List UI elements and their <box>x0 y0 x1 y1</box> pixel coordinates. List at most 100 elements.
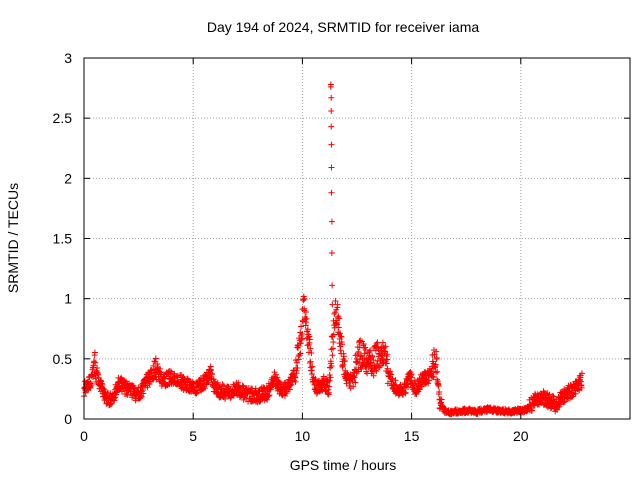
data-point <box>360 341 367 348</box>
data-point <box>266 392 273 399</box>
data-point <box>235 379 242 386</box>
x-tick-label: 15 <box>404 428 420 444</box>
data-point <box>352 379 359 386</box>
data-point <box>140 390 147 397</box>
data-point <box>402 389 409 396</box>
data-point <box>433 348 440 355</box>
data-point <box>306 333 313 340</box>
data-point <box>307 358 314 365</box>
data-point <box>287 382 294 389</box>
data-point <box>328 360 335 367</box>
data-point <box>327 83 334 90</box>
data-point <box>101 386 108 393</box>
data-point <box>325 389 332 396</box>
x-tick-label: 10 <box>295 428 311 444</box>
data-point <box>350 383 357 390</box>
data-point <box>312 375 319 382</box>
data-point <box>373 340 380 347</box>
data-point <box>324 390 331 397</box>
data-point <box>288 381 295 388</box>
data-point <box>381 344 388 351</box>
data-point <box>576 378 583 385</box>
data-point <box>326 377 333 384</box>
data-point <box>179 380 186 387</box>
data-point <box>329 301 336 308</box>
data-point <box>328 164 335 171</box>
data-point <box>317 386 324 393</box>
data-point <box>328 189 335 196</box>
data-point <box>384 351 391 358</box>
data-point <box>311 377 318 384</box>
data-point <box>430 373 437 380</box>
y-tick-label: 3 <box>64 50 72 66</box>
data-point <box>328 123 335 130</box>
data-point <box>325 378 332 385</box>
data-point <box>392 377 399 384</box>
data-point <box>389 375 396 382</box>
data-point <box>306 336 313 343</box>
data-point <box>549 392 556 399</box>
data-point <box>336 315 343 322</box>
data-point <box>123 391 130 398</box>
data-point <box>337 347 344 354</box>
data-point <box>351 374 358 381</box>
data-point <box>88 381 95 388</box>
data-point <box>294 365 301 372</box>
data-point <box>338 341 345 348</box>
data-point <box>338 333 345 340</box>
data-point <box>246 389 253 396</box>
data-point <box>387 368 394 375</box>
data-point <box>384 380 391 387</box>
data-point <box>425 380 432 387</box>
data-point <box>546 391 553 398</box>
data-point <box>209 371 216 378</box>
data-point <box>435 382 442 389</box>
data-point <box>302 322 309 329</box>
data-point <box>384 356 391 363</box>
data-point <box>328 363 335 370</box>
data-point <box>292 378 299 385</box>
data-point <box>91 349 98 356</box>
data-point <box>370 357 377 364</box>
data-point <box>239 382 246 389</box>
data-point <box>367 347 374 354</box>
data-point <box>309 363 316 370</box>
data-point <box>328 94 335 101</box>
data-point <box>265 393 272 400</box>
data-point <box>299 331 306 338</box>
data-point <box>334 321 341 328</box>
data-point <box>578 370 585 377</box>
data-point <box>373 368 380 375</box>
data-point <box>100 385 107 392</box>
y-tick-label: 2 <box>64 170 72 186</box>
data-point <box>150 362 157 369</box>
y-tick-label: 2.5 <box>53 110 73 126</box>
data-point <box>274 374 281 381</box>
data-point <box>340 353 347 360</box>
data-point <box>297 340 304 347</box>
data-point <box>297 350 304 357</box>
data-point <box>382 343 389 350</box>
data-point <box>340 361 347 368</box>
data-point <box>293 359 300 366</box>
data-point <box>168 369 175 376</box>
data-point <box>327 374 334 381</box>
data-point <box>264 396 271 403</box>
data-point <box>304 326 311 333</box>
data-point <box>433 354 440 361</box>
data-point <box>329 352 336 359</box>
y-axis-label: SRMTID / TECUs <box>5 183 21 293</box>
y-tick-label: 0 <box>64 411 72 427</box>
data-point <box>328 218 335 225</box>
data-point <box>307 360 314 367</box>
data-point <box>548 404 555 411</box>
data-point <box>438 396 445 403</box>
data-point <box>329 345 336 352</box>
y-tick-label: 1 <box>64 291 72 307</box>
data-point <box>330 331 337 338</box>
data-point <box>94 371 101 378</box>
y-tick-label: 0.5 <box>53 351 73 367</box>
data-point <box>220 382 227 389</box>
data-point <box>193 390 200 397</box>
data-point <box>144 384 151 391</box>
